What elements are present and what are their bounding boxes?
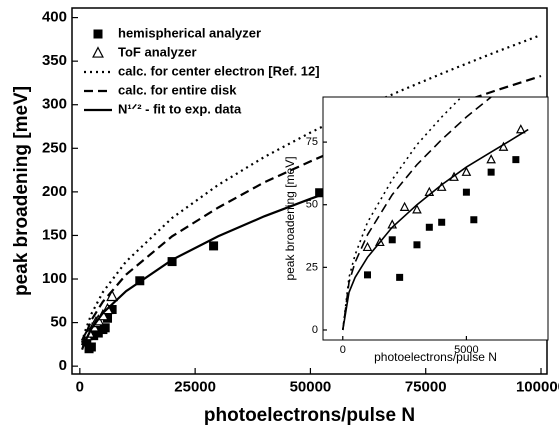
curve xyxy=(342,97,492,331)
triangle-marker xyxy=(106,289,119,302)
plot-area xyxy=(342,97,529,331)
x-tick-label: 25000 xyxy=(174,378,216,395)
square-marker xyxy=(107,305,117,315)
curve xyxy=(81,33,542,343)
y-tick-label: 150 xyxy=(42,226,67,243)
curve xyxy=(342,97,463,331)
y-axis-label: peak broadening [meV] xyxy=(11,86,32,296)
main-chart: 0250005000075000100000050100150200250300… xyxy=(11,7,559,426)
square-marker xyxy=(167,257,177,267)
y-tick-label: 350 xyxy=(42,52,67,69)
y-axis-label: peak broadening [meV] xyxy=(283,156,297,280)
square-marker xyxy=(315,188,325,198)
x-axis-label: photoelectrons/pulse N xyxy=(374,350,497,364)
legend-label: calc. for center electron [Ref. 12] xyxy=(118,63,320,78)
x-tick-label: 5000 xyxy=(454,344,478,356)
square-marker xyxy=(209,241,219,251)
plot-area xyxy=(80,33,542,354)
legend: hemispherical analyzer ToF analyzer calc. … xyxy=(84,25,320,116)
y-tick-label: 0 xyxy=(59,357,67,374)
x-axis-label: photoelectrons/pulse N xyxy=(204,405,415,426)
legend-label: calc. for entire disk xyxy=(118,82,237,97)
triangle-marker xyxy=(362,241,373,252)
square-marker xyxy=(93,328,103,338)
inset-chart: 0 5000 0 25 50 75 photoelectrons/pulse N peak b… xyxy=(283,96,549,364)
triangle-marker xyxy=(399,201,410,211)
square-marker xyxy=(93,29,103,39)
triangle-marker xyxy=(486,154,496,164)
x-tick-label: 0 xyxy=(340,344,346,356)
y-tick-label: 100 xyxy=(42,270,67,287)
y-tick-label: 75 xyxy=(306,136,318,148)
legend-label: hemispherical analyzer xyxy=(118,25,261,40)
square-marker xyxy=(396,273,404,281)
square-marker xyxy=(425,223,433,231)
square-marker xyxy=(100,323,110,333)
curve xyxy=(342,128,529,331)
inset-background xyxy=(323,97,548,340)
square-marker xyxy=(487,168,495,176)
y-tick-label: 200 xyxy=(42,183,67,200)
triangle-marker xyxy=(412,204,422,214)
square-marker xyxy=(388,236,396,244)
triangle-marker xyxy=(461,166,472,176)
square-marker xyxy=(364,271,372,279)
y-tick-label: 0 xyxy=(312,324,318,336)
x-tick-label: 0 xyxy=(76,378,84,395)
legend-label: N¹ᐟ² - fit to exp. data xyxy=(118,101,242,116)
triangle-marker xyxy=(515,124,526,134)
square-marker xyxy=(86,342,96,352)
square-marker xyxy=(438,218,446,226)
y-tick-label: 300 xyxy=(42,96,67,113)
square-marker xyxy=(413,241,421,249)
x-tick-label: 50000 xyxy=(290,378,332,395)
legend-label: ToF analyzer xyxy=(118,44,197,59)
y-tick-label: 50 xyxy=(50,314,67,331)
square-marker xyxy=(462,188,470,196)
square-marker xyxy=(82,337,92,347)
y-tick-label: 25 xyxy=(306,261,318,273)
y-tick-label: 50 xyxy=(306,199,318,211)
plot-frame xyxy=(322,96,549,341)
y-tick-label: 250 xyxy=(42,139,67,156)
y-tick-label: 400 xyxy=(42,9,67,26)
triangle-marker xyxy=(92,46,104,58)
x-tick-label: 75000 xyxy=(405,378,447,395)
square-marker xyxy=(470,216,478,224)
square-marker xyxy=(512,156,520,164)
